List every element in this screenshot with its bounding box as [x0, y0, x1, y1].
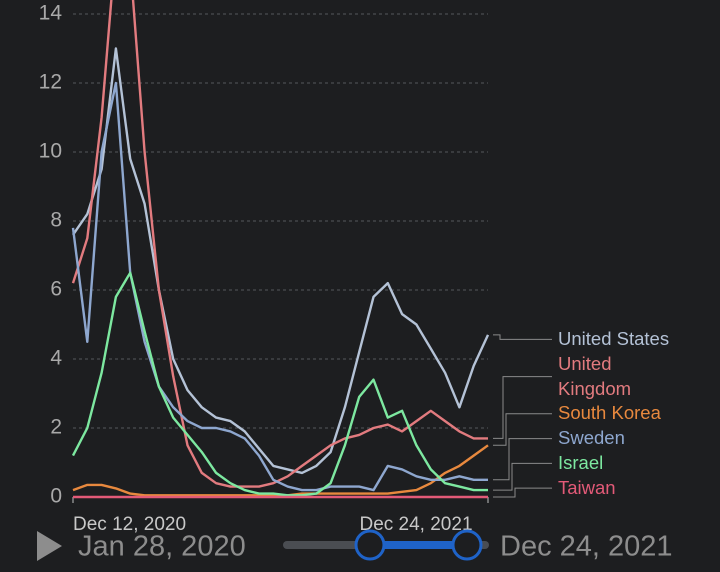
series-line: [71, 0, 488, 488]
y-tick-label: 4: [50, 347, 62, 370]
timeline-handle-start[interactable]: [354, 529, 386, 561]
legend-label: Taiwan: [558, 476, 616, 498]
legend-connector: [493, 334, 552, 340]
timeline-end: Dec 24, 2021: [500, 531, 673, 563]
y-tick-label: 10: [39, 140, 62, 163]
legend-connector: [493, 462, 552, 491]
y-tick-label: 14: [39, 2, 63, 25]
play-button[interactable]: [37, 531, 62, 561]
legend-connector: [493, 487, 552, 498]
timeline-start: Jan 28, 2020: [78, 531, 246, 563]
y-tick-label: 12: [39, 71, 62, 94]
series-line: [72, 444, 489, 497]
y-tick-label: 8: [50, 209, 62, 232]
legend-connector: [493, 376, 552, 439]
y-tick-label: 2: [50, 416, 62, 439]
y-tick-label: 6: [50, 278, 62, 301]
legend-connector: [493, 413, 552, 446]
x-tick-label: Dec 12, 2020: [73, 514, 186, 535]
series-line: [71, 271, 488, 497]
legend-connector: [493, 438, 552, 481]
series-line: [71, 81, 488, 492]
legend: United States United Kingdom South Korea Sw…: [558, 327, 680, 501]
legend-label: Sweden: [558, 427, 625, 449]
y-tick-label: 0: [50, 485, 62, 508]
x-tick-label: Dec 24, 2021: [359, 514, 472, 535]
legend-label: South Korea: [558, 402, 661, 424]
legend-label: United States: [558, 328, 670, 349]
timeline-handle-end[interactable]: [451, 529, 483, 561]
legend-label: Israel: [558, 451, 604, 473]
series-line: [72, 47, 490, 475]
legend-label: United Kingdom: [558, 352, 632, 399]
